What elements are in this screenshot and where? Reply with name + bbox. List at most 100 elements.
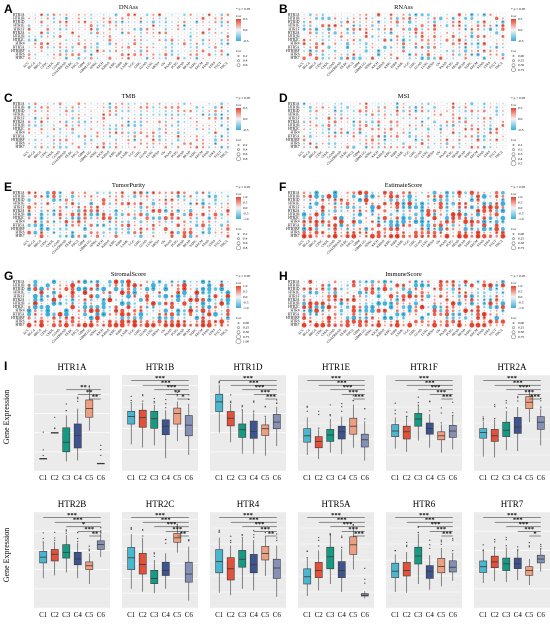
corr-dot — [159, 50, 161, 52]
corr-dot — [501, 291, 505, 295]
corr-dot — [388, 194, 394, 199]
corr-dot — [315, 49, 318, 53]
corr-dot — [96, 24, 99, 27]
col-label: SARC — [463, 149, 473, 159]
corr-dot — [220, 306, 223, 308]
corr-dot — [402, 131, 405, 134]
corr-dot — [327, 16, 331, 21]
corr-dot — [395, 205, 400, 210]
corr-dot — [28, 235, 30, 237]
corr-dot — [451, 34, 455, 39]
corr-dot — [195, 135, 198, 138]
corr-dot — [53, 132, 55, 134]
corr-dot — [365, 39, 367, 41]
corr-dot — [383, 298, 386, 301]
corr-dot — [390, 310, 392, 312]
corr-dot — [488, 319, 493, 324]
corr-dot — [309, 27, 312, 31]
corr-dot — [90, 21, 93, 23]
corr-dot — [108, 102, 112, 106]
corr-dot — [139, 323, 143, 327]
sig-star: * — [465, 294, 467, 298]
corr-dot — [89, 287, 94, 291]
corr-dot — [471, 106, 473, 108]
corr-dot — [401, 294, 406, 299]
corr-dot — [157, 315, 162, 321]
corr-dot — [59, 17, 61, 20]
corr-dot — [333, 142, 337, 145]
sig-star: * — [421, 227, 423, 231]
corr-dot — [452, 110, 455, 112]
corr-dot — [464, 124, 467, 127]
corr-dot — [475, 233, 481, 239]
corr-dot — [190, 128, 192, 130]
corr-dot — [384, 306, 386, 308]
row-label: HTR7 — [291, 145, 300, 149]
corr-dot — [414, 309, 418, 313]
corr-dot — [208, 202, 211, 205]
corr-dot — [46, 46, 49, 49]
corr-dot — [65, 281, 68, 283]
legend-color-title: Cor — [511, 192, 517, 196]
corr-dot — [177, 306, 179, 308]
corr-dot — [46, 113, 49, 116]
row-label: HTR5A — [13, 45, 25, 49]
corr-dot — [90, 228, 93, 230]
corr-dot — [451, 312, 455, 317]
corr-dot — [77, 120, 81, 124]
corr-dot — [63, 311, 69, 317]
corr-dot — [196, 117, 198, 120]
corr-dot — [40, 220, 44, 224]
sig-star: * — [28, 213, 30, 217]
sig-star: * — [471, 27, 473, 31]
corr-dot — [119, 290, 125, 296]
corr-dot — [226, 320, 229, 323]
row-label: HTR7 — [291, 234, 300, 238]
sig-star: * — [452, 106, 454, 110]
corr-dot — [308, 105, 312, 109]
corr-dot — [226, 138, 229, 142]
legend-colorbar — [511, 197, 516, 219]
corr-dot — [321, 299, 324, 301]
col-label: KIRC — [108, 149, 117, 158]
corr-dot — [226, 116, 230, 120]
corr-dot — [407, 304, 413, 310]
corr-dot — [127, 42, 130, 45]
col-label: COAD — [326, 327, 336, 337]
corr-dot — [495, 309, 498, 312]
corr-dot — [195, 127, 199, 131]
col-label: PCPG — [170, 327, 179, 336]
corr-dot — [501, 295, 504, 298]
corr-dot — [352, 117, 355, 120]
sig-star: * — [41, 213, 43, 217]
corr-dot — [227, 32, 229, 34]
corr-dot — [152, 17, 155, 20]
heatmap-panel-B: B RNAssHTR1AHTR1BHTR1DHTR1EHTR1FHTR2AHTR2… — [279, 2, 525, 77]
corr-dot — [34, 128, 36, 130]
corr-dot — [133, 302, 136, 305]
sig-star: * — [41, 195, 43, 199]
corr-dot — [483, 143, 485, 145]
corr-dot — [102, 110, 105, 112]
corr-dot — [500, 283, 506, 288]
corr-dot — [65, 195, 68, 198]
sig-star: * — [378, 124, 380, 128]
corr-dot — [126, 230, 131, 235]
sig-star: * — [353, 294, 355, 298]
legend-size-title: Cor — [511, 49, 517, 53]
corr-dot — [396, 231, 399, 234]
corr-dot — [139, 138, 142, 141]
corr-dot — [28, 113, 30, 116]
corr-dot — [407, 290, 413, 296]
corr-dot — [426, 323, 430, 327]
corr-dot — [383, 320, 386, 323]
corr-dot — [458, 103, 460, 105]
corr-dot — [321, 56, 325, 60]
col-label: KICH — [96, 149, 105, 158]
corr-dot — [420, 230, 424, 235]
corr-dot — [463, 212, 468, 217]
corr-dot — [364, 42, 368, 46]
row-label: HTR2A — [13, 120, 25, 124]
corr-dot — [144, 294, 150, 299]
corr-dot — [84, 110, 86, 112]
